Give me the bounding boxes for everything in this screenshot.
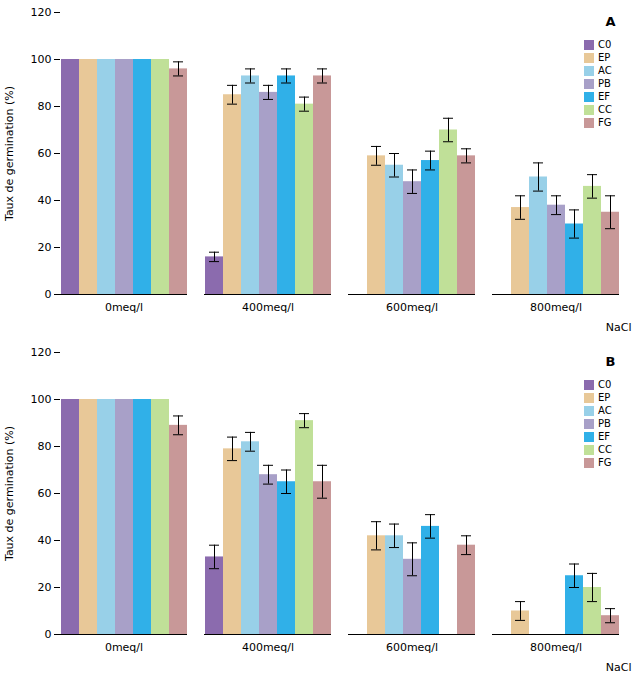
html-text:EP: EP [598,392,611,403]
html-text:PB: PB [598,418,611,429]
html-text:AC: AC [598,405,612,416]
svg-text:600meq/l: 600meq/l [386,301,438,314]
html-text:C0: C0 [598,39,612,50]
svg-text:NaCl: NaCl [606,321,632,334]
svg-text:B: B [606,354,616,369]
svg-text:80: 80 [38,440,52,453]
html-text:CC: CC [598,444,612,455]
svg-text:20: 20 [38,581,52,594]
svg-text:40: 40 [38,194,52,207]
svg-text:20: 20 [38,241,52,254]
html-text:PB: PB [598,78,611,89]
svg-text:800meq/l: 800meq/l [530,641,582,654]
html-text:EF: EF [598,91,611,102]
svg-text:800meq/l: 800meq/l [530,301,582,314]
html-text:FG: FG [598,457,612,468]
svg-text:0: 0 [45,628,52,641]
svg-text:0meq/l: 0meq/l [105,641,143,654]
svg-text:Taux de germination (%): Taux de germination (%) [3,426,16,562]
html-text:C0: C0 [598,379,612,390]
svg-text:100: 100 [31,393,52,406]
svg-text:80: 80 [38,100,52,113]
svg-text:A: A [605,14,615,29]
html-text:EP: EP [598,52,611,63]
svg-text:60: 60 [38,147,52,160]
svg-text:40: 40 [38,534,52,547]
html-text:AC: AC [598,65,612,76]
svg-text:0meq/l: 0meq/l [105,301,143,314]
svg-text:600meq/l: 600meq/l [386,641,438,654]
svg-text:120: 120 [31,346,52,359]
svg-text:120: 120 [31,6,52,19]
svg-text:100: 100 [31,53,52,66]
svg-text:0: 0 [45,288,52,301]
svg-text:400meq/l: 400meq/l [242,641,294,654]
svg-text:60: 60 [38,487,52,500]
svg-text:NaCl: NaCl [606,661,632,674]
html-text:EF: EF [598,431,611,442]
html-text:CC: CC [598,104,612,115]
svg-text:400meq/l: 400meq/l [242,301,294,314]
html-text:FG: FG [598,117,612,128]
svg-text:Taux de germination (%): Taux de germination (%) [3,86,16,222]
